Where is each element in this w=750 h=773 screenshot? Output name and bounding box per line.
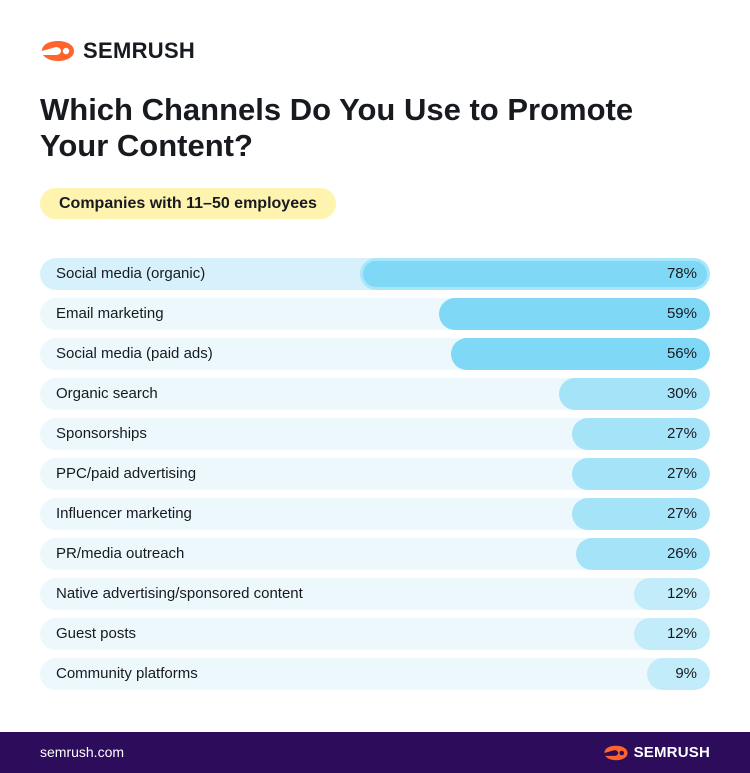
category-label: Email marketing [56, 305, 164, 322]
value-label: 56% [666, 345, 697, 362]
category-label: Community platforms [56, 665, 198, 682]
chart-title: Which Channels Do You Use to Promote You… [40, 92, 634, 163]
bar-row: Native advertising/sponsored content 12% [40, 578, 710, 610]
category-label: Native advertising/sponsored content [56, 585, 303, 602]
value-label: 78% [666, 265, 697, 282]
bar-chart: Social media (organic) 78% Email marketing… [40, 258, 710, 698]
bar-row: Email marketing 59% [40, 298, 710, 330]
bar [571, 418, 710, 450]
bar-row: Organic search 30% [40, 378, 710, 410]
category-label: Social media (paid ads) [56, 345, 213, 362]
bar-row: Influencer marketing 27% [40, 498, 710, 530]
value-label: 30% [666, 385, 697, 402]
footer-url[interactable]: semrush.com [40, 744, 125, 760]
footer-brand-name: SEMRUSH [633, 744, 710, 761]
footer-logo: SEMRUSH [603, 744, 710, 761]
bar-row: Social media (paid ads) 56% [40, 338, 710, 370]
value-label: 27% [666, 425, 697, 442]
bar [571, 498, 710, 530]
bar [634, 618, 710, 650]
brand-logo: SEMRUSH [40, 38, 195, 64]
bar-row: Sponsorships 27% [40, 418, 710, 450]
bar [360, 258, 710, 290]
semrush-flame-icon [42, 41, 74, 61]
bar [559, 378, 710, 410]
brand-name: SEMRUSH [83, 38, 196, 63]
category-label: Guest posts [56, 625, 137, 642]
value-label: 27% [666, 505, 697, 522]
segment-pill: Companies with 11–50 employees [40, 188, 336, 219]
bar-row: PR/media outreach 26% [40, 538, 710, 570]
bar-row: PPC/paid advertising 27% [40, 458, 710, 490]
value-label: 59% [666, 305, 697, 322]
bar [438, 298, 710, 330]
value-label: 12% [666, 625, 697, 642]
category-label: PR/media outreach [56, 545, 185, 562]
category-label: PPC/paid advertising [56, 465, 197, 482]
bar-row: Community platforms 9% [40, 658, 710, 690]
value-label: 9% [675, 665, 697, 682]
bar [451, 338, 710, 370]
bar [646, 658, 710, 690]
bar-row: Guest posts 12% [40, 618, 710, 650]
value-label: 12% [666, 585, 697, 602]
bar [571, 458, 710, 490]
value-label: 26% [666, 545, 697, 562]
category-label: Organic search [56, 385, 158, 402]
bar [634, 578, 710, 610]
bar [576, 538, 710, 570]
value-label: 27% [666, 465, 697, 482]
category-label: Social media (organic) [56, 265, 206, 282]
category-label: Influencer marketing [56, 505, 192, 522]
semrush-flame-icon [604, 745, 628, 760]
category-label: Sponsorships [56, 425, 147, 442]
footer: semrush.com SEMRUSH [0, 732, 750, 773]
bar-row: Social media (organic) 78% [40, 258, 710, 290]
